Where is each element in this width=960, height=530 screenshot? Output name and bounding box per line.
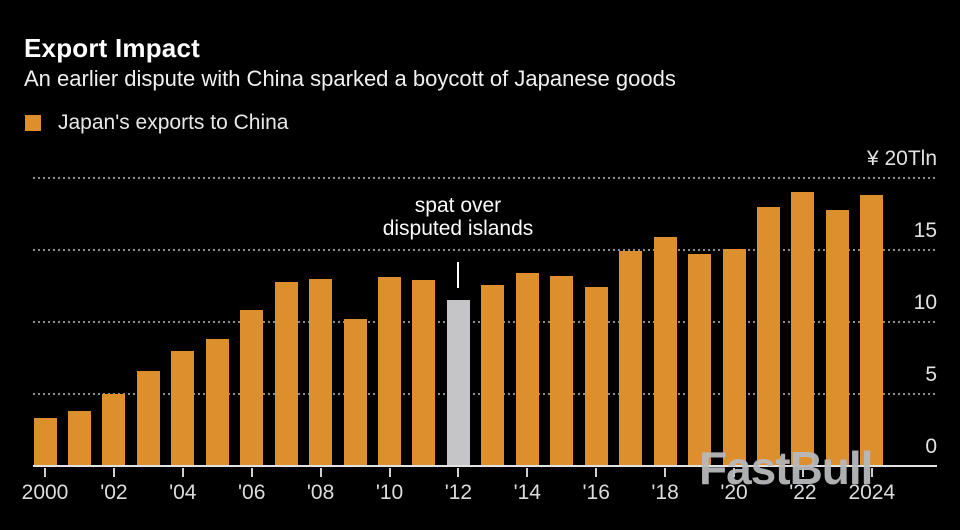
bar-2014 <box>515 273 539 466</box>
x-axis-label-2004: '04 <box>169 481 197 504</box>
x-axis-label-2006: '06 <box>238 481 266 504</box>
bar-2000 <box>33 418 57 466</box>
bar-2008 <box>309 278 333 466</box>
x-axis-label-2008: '08 <box>306 481 335 504</box>
x-tick-2002 <box>112 468 115 477</box>
x-tick-2012 <box>457 468 460 477</box>
x-axis-label-2024: 2024 <box>848 481 896 504</box>
bar-2023 <box>825 209 849 466</box>
bar-2006 <box>240 310 264 466</box>
x-tick-2004 <box>181 468 184 477</box>
bar-2011 <box>412 280 436 466</box>
bar-2019 <box>688 254 712 466</box>
x-axis-label-2014: '14 <box>513 481 541 504</box>
y-axis-label-0: 0 <box>925 435 937 458</box>
bar-2013 <box>481 284 505 466</box>
x-tick-2008 <box>319 468 322 477</box>
x-axis-label-2002: '02 <box>100 481 128 504</box>
bar-2015 <box>550 275 574 466</box>
bar-2016 <box>584 287 608 466</box>
bar-2010 <box>378 277 401 466</box>
y-axis-label-20: ¥ 20Tln <box>866 147 937 170</box>
annotation-line2: disputed islands <box>382 217 534 240</box>
bar-2024 <box>860 195 884 466</box>
x-tick-2006 <box>250 468 253 477</box>
annotation: spat over disputed islands <box>348 194 568 240</box>
y-axis-label-10: 10 <box>913 291 937 314</box>
bar-2021 <box>756 206 780 466</box>
annotation-line1: spat over <box>414 194 502 217</box>
bar-2009 <box>343 319 367 466</box>
bar-2007 <box>274 281 298 466</box>
x-axis-line <box>33 465 937 467</box>
chart-subtitle: An earlier dispute with China sparked a … <box>24 66 676 91</box>
bar-2022 <box>791 192 815 466</box>
bar-2001 <box>67 411 91 466</box>
bar-2004 <box>171 350 195 466</box>
x-axis-label-2010: '10 <box>375 481 404 504</box>
gridline-15 <box>33 249 937 251</box>
y-axis-label-5: 5 <box>925 363 937 386</box>
x-axis-label-2018: '18 <box>651 481 679 504</box>
x-axis-label-2016: '16 <box>582 481 610 504</box>
legend-label: Japan's exports to China <box>58 111 289 134</box>
bar-2002 <box>102 394 126 466</box>
x-tick-2020 <box>733 468 735 477</box>
x-tick-2016 <box>595 468 598 477</box>
x-tick-2010 <box>388 468 391 477</box>
bar-2003 <box>136 370 160 466</box>
legend: Japan's exports to China <box>25 111 288 135</box>
annotation-pointer-line <box>457 262 459 288</box>
x-axis-label-2020: '20 <box>720 481 748 504</box>
x-axis-label-2012: '12 <box>444 481 473 504</box>
legend-swatch <box>25 115 41 131</box>
gridline-20 <box>33 177 937 179</box>
x-axis-label-2000: 2000 <box>21 481 69 504</box>
bar-2020 <box>722 248 746 466</box>
x-tick-2000 <box>44 468 46 477</box>
y-axis-label-15: 15 <box>913 219 937 242</box>
x-axis-label-2022: '22 <box>789 481 817 504</box>
x-tick-2022 <box>801 468 804 477</box>
x-tick-2014 <box>526 468 529 477</box>
bar-2005 <box>205 339 229 466</box>
watermark: FastBull <box>699 442 873 494</box>
bar-2012 <box>446 300 470 466</box>
x-tick-2018 <box>664 468 667 477</box>
bar-2018 <box>653 237 677 466</box>
x-tick-2024 <box>870 468 873 477</box>
bar-2017 <box>619 251 643 466</box>
chart-title: Export Impact <box>24 33 200 63</box>
